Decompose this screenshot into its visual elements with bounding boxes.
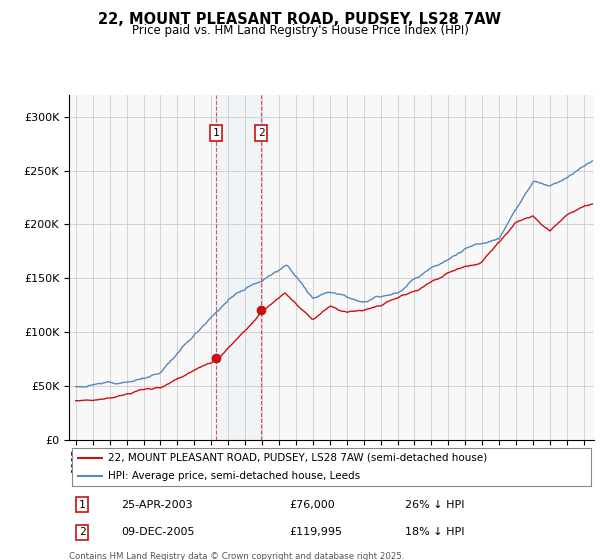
Text: 1: 1 bbox=[79, 500, 86, 510]
Text: 22, MOUNT PLEASANT ROAD, PUDSEY, LS28 7AW: 22, MOUNT PLEASANT ROAD, PUDSEY, LS28 7A… bbox=[98, 12, 502, 27]
FancyBboxPatch shape bbox=[71, 449, 592, 486]
Bar bbox=[216, 95, 261, 440]
Text: £119,995: £119,995 bbox=[290, 528, 343, 538]
Text: 18% ↓ HPI: 18% ↓ HPI bbox=[405, 528, 464, 538]
Text: 26% ↓ HPI: 26% ↓ HPI bbox=[405, 500, 464, 510]
Text: 22, MOUNT PLEASANT ROAD, PUDSEY, LS28 7AW (semi-detached house): 22, MOUNT PLEASANT ROAD, PUDSEY, LS28 7A… bbox=[109, 453, 488, 463]
Text: 2: 2 bbox=[258, 128, 265, 138]
Text: £76,000: £76,000 bbox=[290, 500, 335, 510]
Text: 09-DEC-2005: 09-DEC-2005 bbox=[121, 528, 195, 538]
Text: 2: 2 bbox=[79, 528, 86, 538]
Text: 25-APR-2003: 25-APR-2003 bbox=[121, 500, 193, 510]
Text: Price paid vs. HM Land Registry's House Price Index (HPI): Price paid vs. HM Land Registry's House … bbox=[131, 24, 469, 36]
Text: HPI: Average price, semi-detached house, Leeds: HPI: Average price, semi-detached house,… bbox=[109, 472, 361, 481]
Text: Contains HM Land Registry data © Crown copyright and database right 2025.
This d: Contains HM Land Registry data © Crown c… bbox=[69, 552, 404, 560]
Text: 1: 1 bbox=[212, 128, 219, 138]
